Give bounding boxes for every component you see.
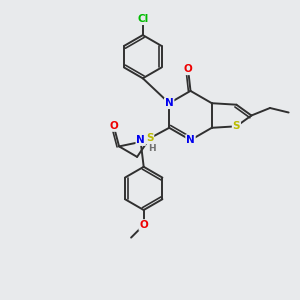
Text: Cl: Cl [137,14,148,24]
Text: N: N [186,135,195,145]
Text: S: S [233,121,240,131]
Text: H: H [148,144,156,153]
Text: O: O [139,220,148,230]
Text: N: N [165,98,174,108]
Text: O: O [109,121,118,131]
Text: O: O [184,64,193,74]
Text: S: S [146,133,153,143]
Text: N: N [136,135,145,145]
